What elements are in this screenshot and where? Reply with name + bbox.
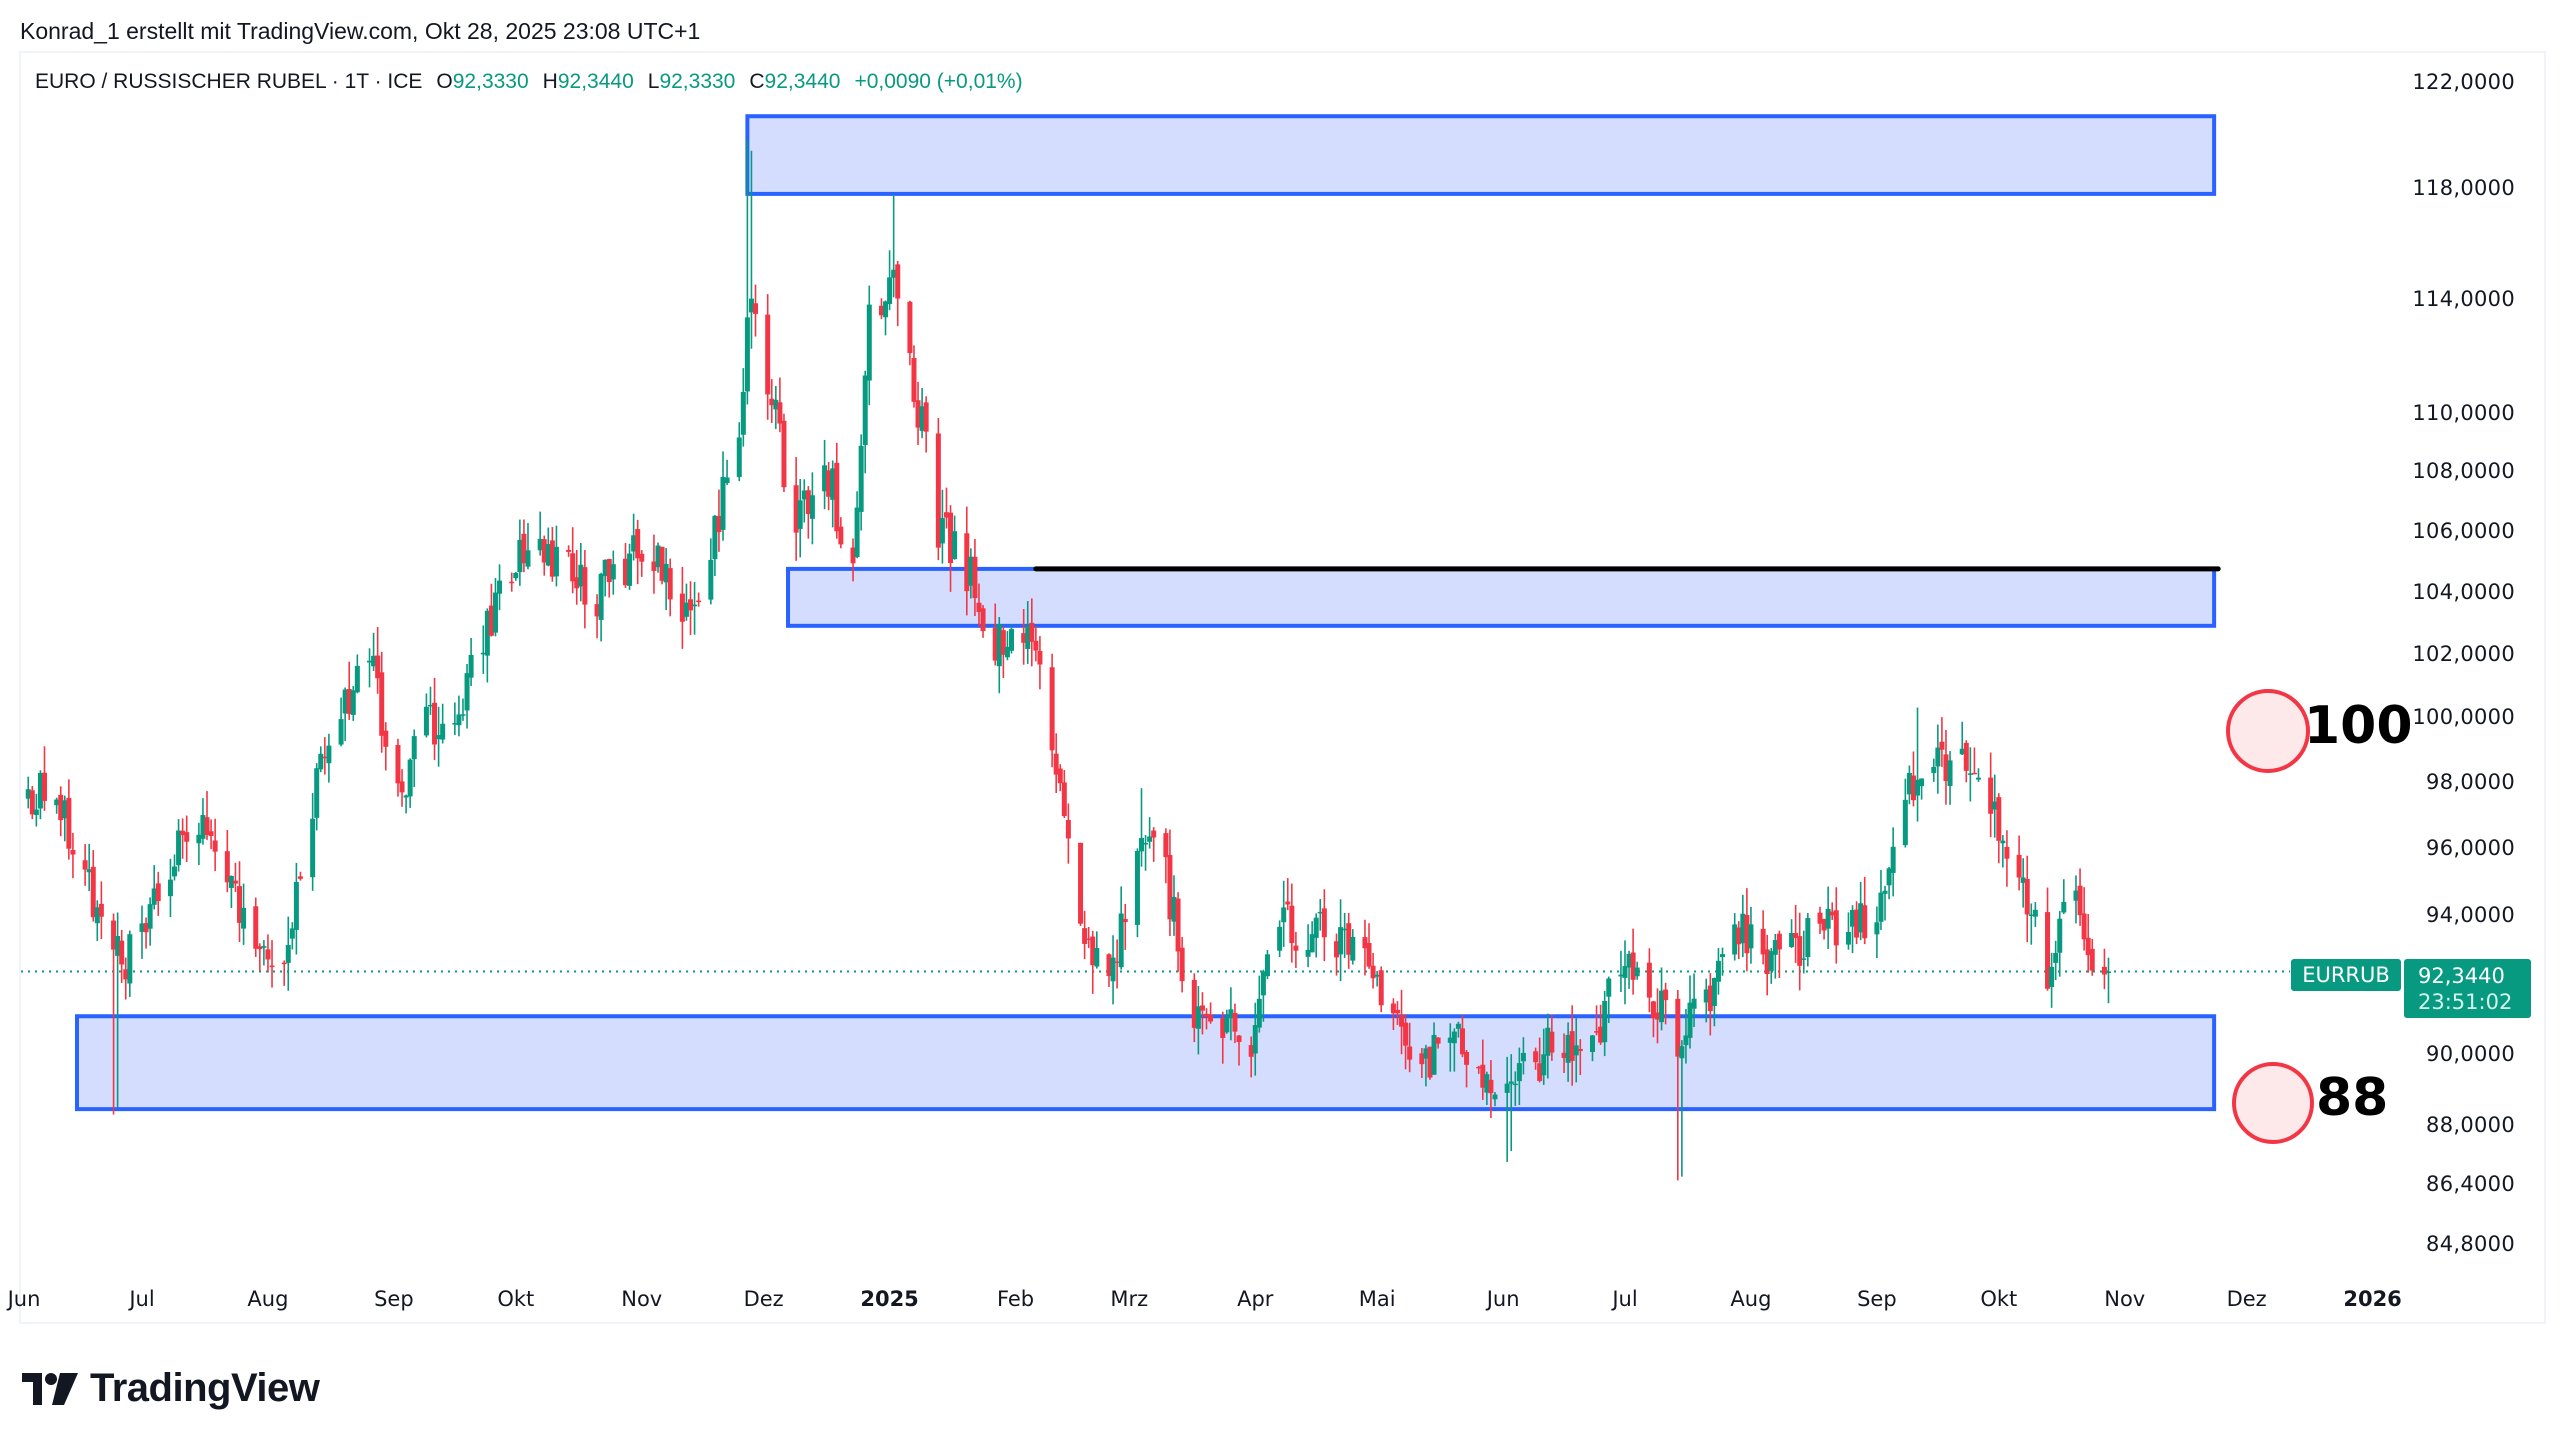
low-label: L	[647, 70, 660, 93]
time-tick-label: Sep	[374, 1287, 414, 1311]
time-tick-label: Nov	[621, 1287, 663, 1311]
price-tick-label: 96,0000	[2426, 835, 2515, 860]
time-tick-label: Dez	[2226, 1287, 2267, 1311]
price-tick-label: 102,0000	[2412, 641, 2515, 666]
price-tick-label: 104,0000	[2412, 579, 2515, 604]
middle-zone[interactable]	[786, 566, 2217, 628]
close-value: 92,3440	[764, 70, 841, 93]
target-100-circle[interactable]	[2226, 689, 2310, 773]
symbol-legend: EURO / RUSSISCHER RUBEL · 1T · ICE O 92,…	[35, 70, 1023, 94]
target-label-100: 100	[2304, 696, 2413, 756]
price-tick-label: 118,0000	[2412, 176, 2515, 201]
lower-support-zone[interactable]	[74, 1014, 2217, 1112]
tradingview-wordmark: TradingView	[90, 1366, 320, 1410]
time-tick-label: Jun	[7, 1287, 41, 1311]
chart-credit: Konrad_1 erstellt mit TradingView.com, O…	[20, 18, 701, 44]
time-tick-label: Mai	[1358, 1287, 1396, 1311]
time-tick-label: Jun	[1486, 1287, 1520, 1311]
time-tick-label: Feb	[996, 1287, 1035, 1311]
time-tick-label: Aug	[1730, 1287, 1772, 1311]
time-tick-label: Aug	[247, 1287, 289, 1311]
time-tick-label: Nov	[2104, 1287, 2146, 1311]
price-tick-label: 100,0000	[2412, 705, 2515, 730]
last-price: 92,3440	[2418, 963, 2505, 988]
price-tick-label: 88,0000	[2426, 1113, 2515, 1138]
tradingview-logo-icon	[22, 1372, 78, 1405]
price-tick-label: 94,0000	[2426, 902, 2515, 927]
time-tick-label: Okt	[1980, 1287, 2018, 1311]
time-tick-label: Dez	[743, 1287, 784, 1311]
time-tick-label: Mrz	[1110, 1287, 1149, 1311]
zone-layer	[74, 114, 2217, 1112]
time-tick-label: Jul	[1612, 1287, 1638, 1311]
price-tick-label: 114,0000	[2412, 286, 2515, 311]
target-label-88: 88	[2316, 1068, 2389, 1128]
open-value: 92,3330	[452, 70, 529, 93]
time-tick-label: Sep	[1857, 1287, 1897, 1311]
time-tick-label: 2025	[860, 1287, 919, 1311]
tradingview-logo[interactable]: TradingView	[22, 1366, 320, 1411]
low-value: 92,3330	[659, 70, 736, 93]
upper-resistance-zone[interactable]	[745, 114, 2217, 196]
time-tick-label: Apr	[1237, 1287, 1274, 1311]
target-88-circle[interactable]	[2232, 1062, 2314, 1144]
price-tick-label: 108,0000	[2412, 459, 2515, 484]
price-tick-label: 86,4000	[2426, 1172, 2515, 1197]
price-tick-label: 106,0000	[2412, 519, 2515, 544]
symbol-title[interactable]: EURO / RUSSISCHER RUBEL · 1T · ICE	[35, 70, 423, 93]
high-label: H	[542, 70, 558, 93]
candles-layer	[25, 140, 2111, 1181]
symbol-price-tag: EURRUB	[2291, 959, 2401, 991]
price-tick-label: 84,8000	[2426, 1231, 2515, 1256]
price-tick-label: 98,0000	[2426, 769, 2515, 794]
time-tick-label: Jul	[129, 1287, 155, 1311]
close-label: C	[749, 70, 765, 93]
chart-frame	[19, 51, 2546, 1324]
high-value: 92,3440	[557, 70, 634, 93]
time-tick-label: Okt	[497, 1287, 535, 1311]
bar-countdown: 23:51:02	[2418, 989, 2513, 1014]
time-tick-label: 2026	[2343, 1287, 2402, 1311]
marker-layer	[2226, 689, 2314, 1144]
price-tick-label: 110,0000	[2412, 400, 2515, 425]
change-value: +0,0090 (+0,01%)	[854, 70, 1023, 93]
price-tick-label: 90,0000	[2426, 1041, 2515, 1066]
last-price-tag: 92,3440 23:51:02	[2404, 959, 2531, 1018]
open-label: O	[436, 70, 453, 93]
price-tick-label: 122,0000	[2412, 70, 2515, 94]
